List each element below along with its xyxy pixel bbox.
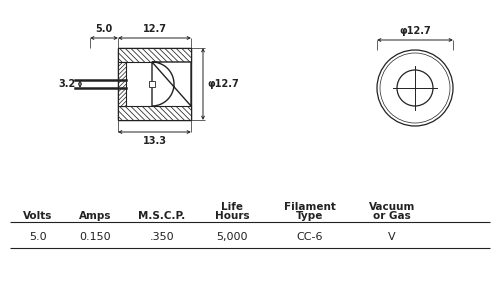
Polygon shape	[118, 48, 191, 120]
Text: Volts: Volts	[24, 211, 52, 221]
Bar	[149, 81, 155, 87]
Circle shape	[380, 53, 450, 123]
Text: Amps: Amps	[79, 211, 111, 221]
Text: or Gas: or Gas	[373, 211, 411, 221]
Polygon shape	[118, 62, 126, 106]
Text: Filament: Filament	[284, 202, 336, 212]
Text: Type: Type	[296, 211, 324, 221]
Text: 12.7: 12.7	[142, 24, 167, 34]
Text: V: V	[388, 232, 396, 242]
Text: 3.2: 3.2	[59, 79, 76, 89]
Circle shape	[397, 70, 433, 106]
Text: CC-6: CC-6	[297, 232, 323, 242]
Text: 0.150: 0.150	[79, 232, 111, 242]
Text: .350: .350	[150, 232, 174, 242]
Text: 5.0: 5.0	[29, 232, 47, 242]
Polygon shape	[118, 48, 191, 62]
Text: 5,000: 5,000	[216, 232, 248, 242]
Text: Vacuum: Vacuum	[369, 202, 415, 212]
Text: φ12.7: φ12.7	[207, 79, 239, 89]
Circle shape	[377, 50, 453, 126]
Text: 13.3: 13.3	[142, 136, 167, 146]
Polygon shape	[118, 106, 191, 120]
Polygon shape	[152, 62, 191, 106]
Text: Hours: Hours	[214, 211, 250, 221]
Text: M.S.C.P.: M.S.C.P.	[138, 211, 186, 221]
Text: φ12.7: φ12.7	[399, 26, 431, 36]
Text: Life: Life	[221, 202, 243, 212]
Text: 5.0: 5.0	[96, 24, 112, 34]
